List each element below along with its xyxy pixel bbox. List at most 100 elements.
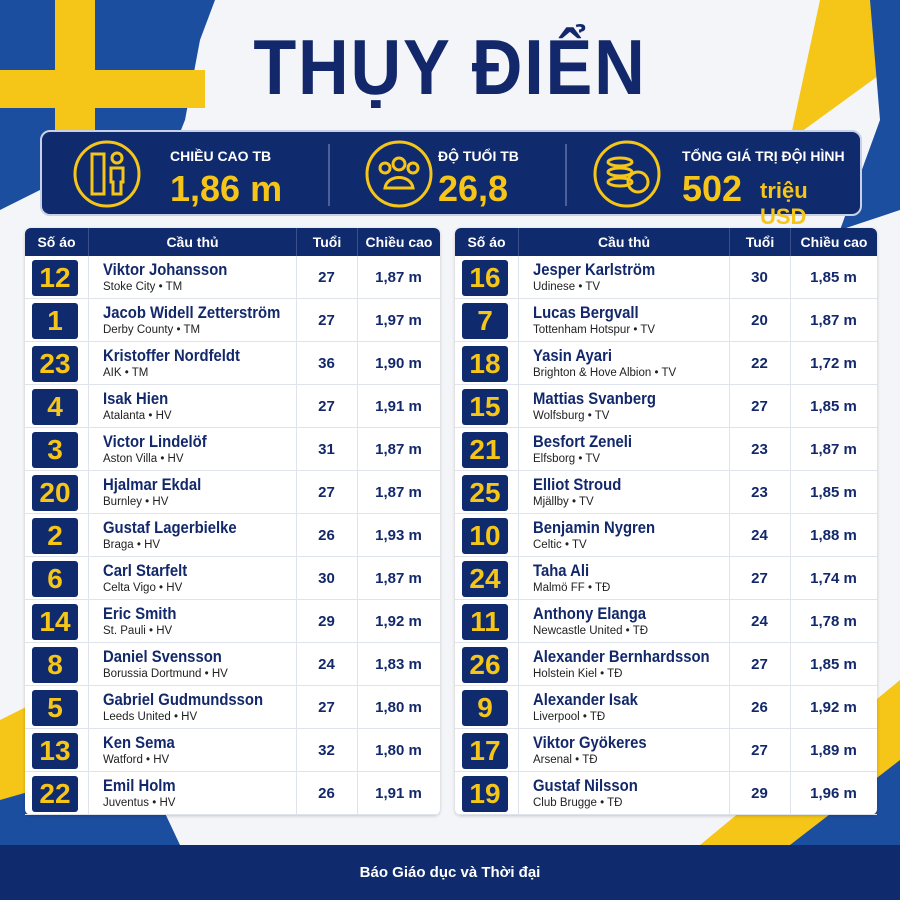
player-name: Jesper Karlström: [533, 261, 656, 279]
column-divider: [88, 471, 89, 514]
column-divider: [88, 643, 89, 686]
column-divider: [88, 428, 89, 471]
column-divider: [88, 299, 89, 342]
shirt-number: 6: [32, 561, 78, 597]
column-divider: [88, 256, 89, 299]
player-age: 26: [318, 527, 335, 544]
player-club: Watford • HV: [103, 754, 170, 766]
player-row: 20 Hjalmar Ekdal Burnley • HV 27 1,87 m: [25, 471, 440, 514]
column-divider: [518, 471, 519, 514]
player-name: Jacob Widell Zetterström: [103, 304, 281, 322]
player-row: 15 Mattias Svanberg Wolfsburg • TV 27 1,85 m: [455, 385, 877, 428]
player-row: 11 Anthony Elanga Newcastle United • TĐ 24 1…: [455, 600, 877, 643]
column-header: Cầu thủ: [88, 228, 296, 256]
player-club: Mjällby • TV: [533, 496, 594, 508]
player-row: 9 Alexander Isak Liverpool • TĐ 26 1,92 m: [455, 686, 877, 729]
player-row: 24 Taha Ali Malmö FF • TĐ 27 1,74 m: [455, 557, 877, 600]
column-divider: [296, 643, 297, 686]
column-divider: [729, 342, 730, 385]
player-height: 1,97 m: [375, 312, 422, 329]
column-divider: [729, 557, 730, 600]
column-divider: [296, 428, 297, 471]
column-divider: [357, 772, 358, 815]
player-name: Hjalmar Ekdal: [103, 476, 202, 494]
column-header: Số áo: [25, 228, 88, 256]
player-age: 27: [318, 699, 335, 716]
column-divider: [296, 299, 297, 342]
player-name: Kristoffer Nordfeldt: [103, 347, 240, 365]
player-club: AIK • TM: [103, 367, 149, 379]
column-divider: [790, 600, 791, 643]
column-divider: [729, 385, 730, 428]
player-row: 17 Viktor Gyökeres Arsenal • TĐ 27 1,89 m: [455, 729, 877, 772]
player-age: 24: [318, 656, 335, 673]
player-name: Elliot Stroud: [533, 476, 622, 494]
player-age: 23: [751, 441, 768, 458]
player-row: 16 Jesper Karlström Udinese • TV 30 1,85 m: [455, 256, 877, 299]
column-divider: [518, 772, 519, 815]
player-height: 1,92 m: [810, 699, 857, 716]
player-row: 10 Benjamin Nygren Celtic • TV 24 1,88 m: [455, 514, 877, 557]
player-name: Viktor Gyökeres: [533, 734, 647, 752]
stat-value: 26,8: [438, 168, 509, 209]
player-age: 23: [751, 484, 768, 501]
shirt-number: 15: [462, 389, 508, 425]
title: THỤY ĐIỂN: [253, 23, 647, 111]
column-divider: [357, 342, 358, 385]
column-divider: [88, 729, 89, 772]
column-divider: [790, 342, 791, 385]
player-height: 1,80 m: [375, 742, 422, 759]
column-divider: [790, 772, 791, 815]
column-divider: [729, 600, 730, 643]
player-age: 27: [318, 398, 335, 415]
player-height: 1,90 m: [375, 355, 422, 372]
player-club: Aston Villa • HV: [103, 453, 184, 465]
column-divider: [518, 600, 519, 643]
column-header: Tuổi: [729, 228, 790, 256]
column-divider: [729, 686, 730, 729]
player-age: 27: [751, 656, 768, 673]
player-age: 27: [751, 570, 768, 587]
player-row: 7 Lucas Bergvall Tottenham Hotspur • TV 20 1…: [455, 299, 877, 342]
player-row: 1 Jacob Widell Zetterström Derby County • …: [25, 299, 440, 342]
player-club: Holstein Kiel • TĐ: [533, 668, 623, 680]
player-row: 19 Gustaf Nilsson Club Brugge • TĐ 29 1,96 m: [455, 772, 877, 815]
player-name: Taha Ali: [533, 562, 590, 580]
player-row: 21 Besfort Zeneli Elfsborg • TV 23 1,87 m: [455, 428, 877, 471]
player-age: 27: [318, 484, 335, 501]
column-divider: [729, 514, 730, 557]
column-divider: [296, 729, 297, 772]
player-height: 1,80 m: [375, 699, 422, 716]
player-name: Eric Smith: [103, 605, 177, 623]
shirt-number: 4: [32, 389, 78, 425]
shirt-number: 18: [462, 346, 508, 382]
player-age: 24: [751, 527, 768, 544]
column-divider: [357, 686, 358, 729]
player-age: 29: [751, 785, 768, 802]
shirt-number: 26: [462, 647, 508, 683]
stat-value: 1,86 m: [170, 168, 283, 209]
player-row: 2 Gustaf Lagerbielke Braga • HV 26 1,93 m: [25, 514, 440, 557]
column-divider: [790, 471, 791, 514]
column-divider: [357, 385, 358, 428]
player-height: 1,93 m: [375, 527, 422, 544]
column-divider: [88, 385, 89, 428]
column-divider: [790, 256, 791, 299]
player-row: 22 Emil Holm Juventus • HV 26 1,91 m: [25, 772, 440, 815]
player-age: 31: [318, 441, 335, 458]
column-divider: [357, 514, 358, 557]
shirt-number: 22: [32, 776, 78, 812]
player-name: Victor Lindelöf: [103, 433, 207, 451]
player-age: 29: [318, 613, 335, 630]
column-divider: [729, 729, 730, 772]
player-age: 30: [751, 269, 768, 286]
column-divider: [357, 600, 358, 643]
player-row: 4 Isak Hien Atalanta • HV 27 1,91 m: [25, 385, 440, 428]
column-divider: [88, 557, 89, 600]
column-header: Cầu thủ: [518, 228, 729, 256]
player-height: 1,96 m: [810, 785, 857, 802]
player-age: 20: [751, 312, 768, 329]
column-divider: [518, 342, 519, 385]
player-club: Leeds United • HV: [103, 711, 198, 723]
